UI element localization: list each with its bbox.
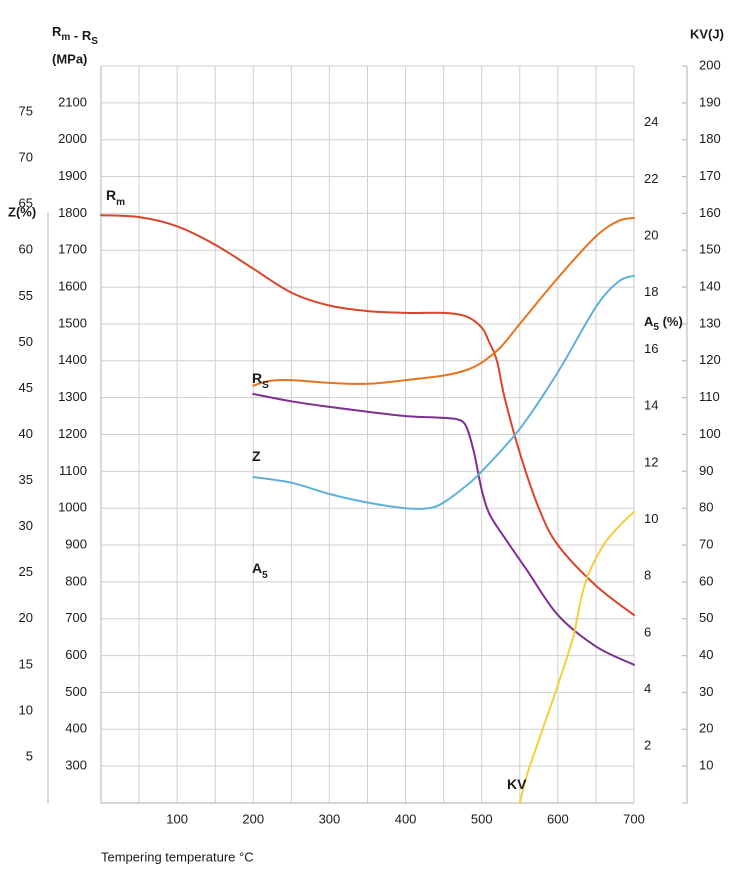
x-tick-label: 500: [471, 811, 493, 826]
z-tick-label: 35: [19, 472, 33, 487]
rm-rs-tick-label: 1000: [58, 500, 87, 515]
a5-tick-label: 2: [644, 738, 651, 753]
series-label-rm: Rm: [106, 187, 125, 208]
a5-tick-label: 16: [644, 341, 658, 356]
kv-tick-label: 180: [699, 131, 721, 146]
x-axis-title: Tempering temperature °C: [101, 849, 254, 864]
series-label-kv: KV: [507, 776, 527, 792]
kv-tick-label: 40: [699, 647, 713, 662]
kv-tick-label: 10: [699, 758, 713, 773]
rm-rs-tick-label: 1100: [59, 463, 87, 478]
z-tick-label: 10: [19, 702, 33, 717]
x-tick-label: 200: [242, 811, 264, 826]
x-tick-label: 300: [319, 811, 341, 826]
rm-rs-tick-label: 800: [65, 573, 87, 588]
kv-tick-label: 30: [699, 684, 713, 699]
z-tick-label: 45: [19, 380, 33, 395]
rm-rs-tick-label: 1700: [58, 242, 87, 257]
rm-rs-tick-label: 300: [65, 758, 87, 773]
x-tick-label: 700: [623, 811, 645, 826]
z-axis-title: Z(%): [8, 204, 36, 219]
a5-tick-label: 4: [644, 681, 651, 696]
rm-rs-tick-label: 1900: [58, 168, 87, 183]
x-tick-label: 400: [395, 811, 417, 826]
rm-rs-tick-label: 1300: [58, 389, 87, 404]
a5-tick-label: 24: [644, 114, 658, 129]
series-label-rs: RS: [252, 370, 269, 391]
z-tick-label: 25: [19, 564, 33, 579]
rm-rs-tick-label: 1800: [58, 205, 87, 220]
rm-rs-axis-title: Rm - RS: [52, 24, 98, 47]
kv-tick-label: 60: [699, 573, 713, 588]
z-tick-label: 15: [19, 656, 33, 671]
series-line-rs: [252, 393, 635, 666]
a5-tick-label: 14: [644, 398, 658, 413]
z-tick-label: 70: [19, 150, 33, 165]
series-label-z: Z: [252, 448, 261, 464]
rm-rs-tick-label: 2100: [58, 94, 87, 109]
rm-rs-tick-label: 1500: [58, 315, 87, 330]
series-lines: [100, 214, 635, 804]
series-line-kv: [518, 510, 635, 804]
kv-tick-label: 200: [699, 57, 721, 72]
z-tick-label: 60: [19, 242, 33, 257]
x-tick-label: 600: [547, 811, 569, 826]
x-tick-label: 100: [166, 811, 188, 826]
series-line-rm: [100, 214, 635, 617]
kv-tick-label: 110: [699, 389, 720, 404]
labels: 300 400 500 600 700 800 900 1000 1100 1200 1300 140…: [8, 24, 724, 864]
kv-axis-title: KV(J): [690, 26, 724, 41]
axes: [47, 65, 688, 804]
z-tick-label: 5: [26, 748, 33, 763]
rm-rs-axis-unit: (MPa): [52, 51, 87, 66]
rm-rs-tick-label: 900: [65, 536, 87, 551]
kv-tick-label: 100: [699, 426, 721, 441]
kv-tick-label: 70: [699, 536, 713, 551]
kv-tick-label: 140: [699, 279, 721, 294]
a5-tick-label: 10: [644, 511, 658, 526]
kv-tick-label: 120: [699, 352, 721, 367]
rm-rs-tick-label: 600: [65, 647, 87, 662]
a5-tick-label: 22: [644, 171, 658, 186]
a5-tick-label: 6: [644, 624, 651, 639]
a5-tick-label: 20: [644, 228, 658, 243]
a5-tick-label: 18: [644, 284, 658, 299]
kv-tick-label: 130: [699, 315, 721, 330]
rm-rs-tick-label: 1200: [58, 426, 87, 441]
kv-tick-label: 170: [699, 168, 721, 183]
grid: [100, 65, 635, 803]
rm-rs-tick-label: 1600: [58, 279, 87, 294]
z-tick-label: 55: [19, 288, 33, 303]
z-tick-label: 20: [19, 610, 33, 625]
rm-rs-tick-label: 400: [65, 721, 87, 736]
kv-tick-label: 80: [699, 500, 713, 515]
series-line-z: [252, 217, 635, 387]
kv-tick-label: 50: [699, 610, 713, 625]
series-line-a5: [252, 274, 635, 510]
a5-tick-label: 12: [644, 454, 658, 469]
rm-rs-tick-label: 1400: [58, 352, 87, 367]
kv-tick-label: 190: [699, 94, 721, 109]
z-tick-label: 50: [19, 334, 33, 349]
kv-tick-label: 160: [699, 205, 721, 220]
kv-tick-label: 150: [699, 242, 721, 257]
rm-rs-tick-label: 2000: [58, 131, 87, 146]
series-label-a5: A5: [252, 560, 268, 581]
z-tick-label: 30: [19, 518, 33, 533]
kv-tick-label: 90: [699, 463, 713, 478]
a5-axis-title: A5 (%): [644, 314, 683, 333]
z-tick-label: 40: [19, 426, 33, 441]
rm-rs-tick-label: 700: [65, 610, 87, 625]
rm-rs-tick-label: 500: [65, 684, 87, 699]
z-tick-label: 75: [19, 104, 33, 119]
a5-tick-label: 8: [644, 568, 651, 583]
z-tick-label: 65: [19, 196, 33, 211]
kv-tick-label: 20: [699, 721, 713, 736]
